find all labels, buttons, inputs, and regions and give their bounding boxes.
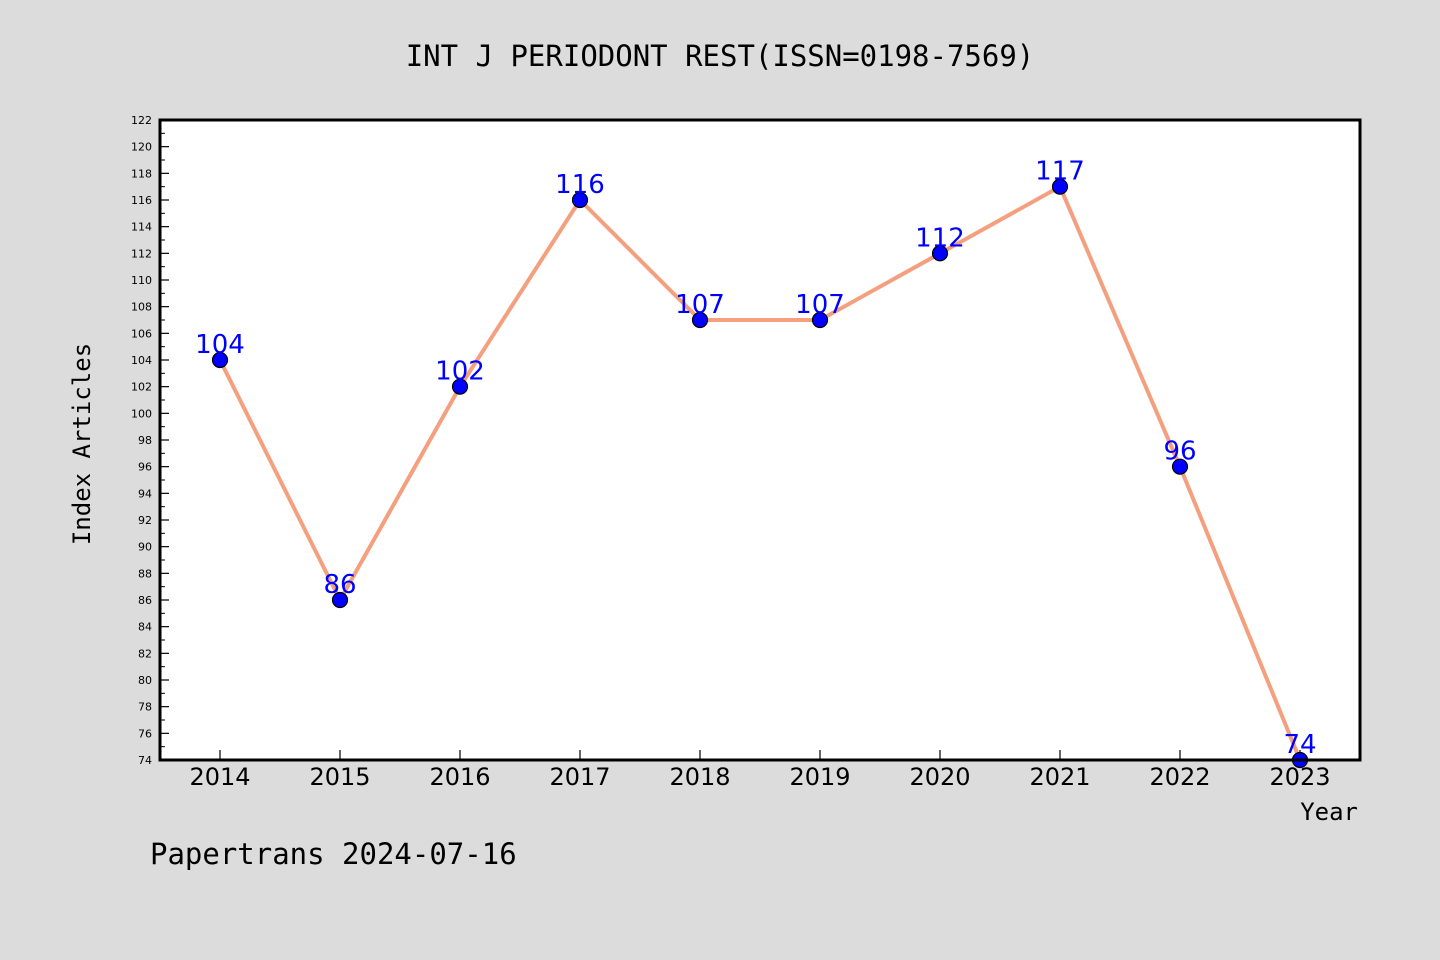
y-tick-label: 96 — [138, 461, 152, 474]
x-tick-label: 2020 — [909, 763, 970, 791]
y-tick-label: 80 — [138, 674, 152, 687]
y-tick-label: 100 — [131, 407, 152, 420]
x-tick-label: 2018 — [669, 763, 730, 791]
data-label: 104 — [195, 330, 245, 360]
y-axis-label: Index Articles — [68, 343, 96, 545]
data-point — [451, 378, 469, 395]
data-markers — [211, 178, 1309, 769]
plot-frame — [158, 118, 1362, 762]
y-axis-ticks: 74 76 78 80 82 84 86 88 90 92 94 96 98 100 102 104 106 10… — [131, 114, 169, 767]
y-tick-label: 108 — [131, 301, 152, 314]
x-tick-label: 2022 — [1149, 763, 1210, 791]
data-label: 117 — [1035, 157, 1085, 187]
data-point — [1171, 458, 1189, 475]
y-tick-label: 120 — [131, 141, 152, 154]
data-label: 74 — [1283, 730, 1316, 760]
data-point — [931, 245, 949, 262]
y-tick-label: 78 — [138, 701, 152, 714]
y-tick-label: 82 — [138, 647, 152, 660]
y-tick-label: 122 — [131, 114, 152, 127]
data-label: 112 — [915, 223, 965, 253]
chart-title: INT J PERIODONT REST(ISSN=0198-7569) — [406, 39, 1035, 73]
y-tick-label: 114 — [131, 221, 152, 234]
series-line — [218, 184, 1302, 761]
data-label: 116 — [555, 170, 605, 200]
x-axis-label: Year — [1300, 798, 1358, 826]
y-tick-label: 106 — [131, 327, 152, 340]
y-tick-label: 92 — [138, 514, 152, 527]
data-label: 96 — [1163, 437, 1196, 467]
y-tick-label: 76 — [138, 727, 152, 740]
x-tick-label: 2015 — [309, 763, 370, 791]
x-tick-label: 2017 — [549, 763, 610, 791]
y-tick-label: 110 — [131, 274, 152, 287]
y-tick-label: 74 — [138, 754, 152, 767]
x-tick-label: 2016 — [429, 763, 490, 791]
y-tick-label: 90 — [138, 541, 152, 554]
y-tick-label: 84 — [138, 621, 152, 634]
x-tick-label: 2019 — [789, 763, 850, 791]
data-point — [571, 191, 589, 209]
y-tick-label: 116 — [131, 194, 152, 207]
y-tick-label: 88 — [138, 567, 152, 580]
data-point — [331, 591, 349, 609]
plot-area — [160, 120, 1360, 760]
data-point — [811, 311, 829, 329]
y-tick-label: 98 — [138, 434, 152, 447]
data-point — [1051, 178, 1069, 195]
y-tick-label: 102 — [131, 381, 152, 394]
y-tick-label: 104 — [131, 354, 152, 367]
data-label: 86 — [323, 570, 356, 600]
x-tick-label: 2021 — [1029, 763, 1090, 791]
data-labels: 104 86 102 116 107 107 112 117 96 74 — [195, 157, 1316, 760]
data-point — [211, 351, 229, 369]
data-label: 107 — [675, 290, 725, 320]
data-label: 107 — [795, 290, 845, 320]
footer-text: Papertrans 2024-07-16 — [150, 837, 517, 871]
y-tick-label: 118 — [131, 167, 152, 180]
y-tick-label: 112 — [131, 247, 152, 260]
x-tick-label: 2014 — [189, 763, 250, 791]
data-point — [691, 311, 709, 329]
x-axis-ticks: 2014 2015 2016 2017 2018 2019 2020 2021 2022 2023 — [189, 750, 1331, 791]
y-tick-label: 94 — [138, 487, 152, 500]
data-label: 102 — [435, 357, 485, 387]
y-tick-label: 86 — [138, 594, 152, 607]
